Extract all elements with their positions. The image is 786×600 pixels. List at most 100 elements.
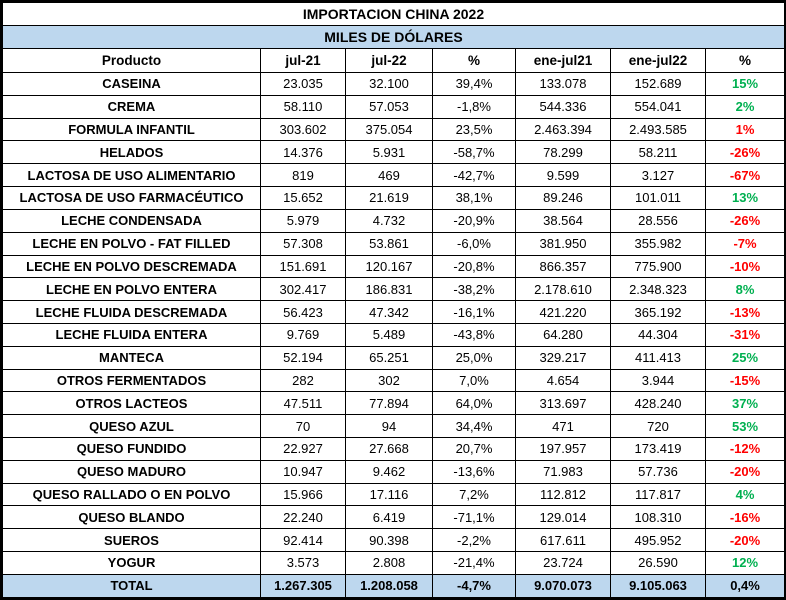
column-header-3: % — [432, 48, 516, 73]
value-cell: 120.167 — [345, 254, 433, 279]
column-header-6: % — [704, 48, 786, 73]
product-cell: FORMULA INFANTIL — [2, 117, 261, 142]
table-row: LECHE EN POLVO ENTERA 302.417 186.831 -38,2… — [2, 277, 786, 302]
ytd-pct-cell: -7% — [704, 231, 786, 256]
value-cell: 129.014 — [515, 505, 611, 530]
table-row: CASEINA 23.035 32.100 39,4% 133.078 152.689 15… — [2, 72, 786, 96]
table-row: QUESO MADURO 10.947 9.462 -13,6% 71.983 57.73… — [2, 459, 786, 484]
month-pct-cell: 20,7% — [432, 437, 516, 461]
value-cell: 1.208.058 — [345, 573, 433, 599]
title-row: IMPORTACION CHINA 2022 — [1, 2, 786, 26]
value-cell: 5.931 — [345, 140, 433, 165]
value-cell: 57.053 — [345, 94, 433, 119]
value-cell: 3.127 — [610, 163, 706, 188]
value-cell: 151.691 — [260, 254, 346, 279]
table-subtitle: MILES DE DÓLARES — [1, 25, 786, 49]
value-cell: 47.342 — [345, 300, 433, 324]
value-cell: 56.423 — [260, 300, 346, 324]
column-header-row: Producto jul-21 jul-22% ene-jul21 ene-jul22% — [2, 48, 786, 73]
product-cell: OTROS FERMENTADOS — [2, 368, 261, 393]
product-cell: LACTOSA DE USO ALIMENTARIO — [2, 163, 261, 188]
ytd-pct-cell: 4% — [704, 482, 786, 507]
ytd-pct-cell: 13% — [704, 186, 786, 210]
month-pct-cell: -42,7% — [432, 163, 516, 188]
value-cell: 819 — [260, 163, 346, 188]
table-title: IMPORTACION CHINA 2022 — [1, 2, 786, 26]
value-cell: 355.982 — [610, 231, 706, 256]
value-cell: 302.417 — [260, 277, 346, 302]
column-header-4: ene-jul21 — [515, 48, 611, 73]
value-cell: 152.689 — [610, 72, 706, 96]
value-cell: 186.831 — [345, 277, 433, 302]
ytd-pct-cell: 1% — [704, 117, 786, 142]
month-pct-cell: -21,4% — [432, 551, 516, 575]
value-cell: 117.817 — [610, 482, 706, 507]
value-cell: 428.240 — [610, 391, 706, 416]
value-cell: 21.619 — [345, 186, 433, 210]
value-cell: 365.192 — [610, 300, 706, 324]
value-cell: 1.267.305 — [260, 573, 346, 599]
value-cell: 47.511 — [260, 391, 346, 416]
product-cell: OTROS LACTEOS — [2, 391, 261, 416]
ytd-pct-cell: -13% — [704, 300, 786, 324]
value-cell: 2.493.585 — [610, 117, 706, 142]
value-cell: 9.599 — [515, 163, 611, 188]
product-cell: QUESO FUNDIDO — [2, 437, 261, 461]
table-row: FORMULA INFANTIL 303.602 375.054 23,5% 2.463… — [2, 117, 786, 142]
month-pct-cell: 25,0% — [432, 345, 516, 370]
value-cell: 94 — [345, 414, 433, 438]
product-cell: LECHE FLUIDA DESCREMADA — [2, 300, 261, 324]
month-pct-cell: -20,8% — [432, 254, 516, 279]
table-row: OTROS LACTEOS 47.511 77.894 64,0% 313.697 428… — [2, 391, 786, 416]
value-cell: 2.348.323 — [610, 277, 706, 302]
table-row: LECHE EN POLVO - FAT FILLED 57.308 53.861 -… — [2, 231, 786, 256]
table-row: LECHE CONDENSADA 5.979 4.732 -20,9% 38.564 28… — [2, 208, 786, 233]
value-cell: 10.947 — [260, 459, 346, 484]
value-cell: 6.419 — [345, 505, 433, 530]
value-cell: 32.100 — [345, 72, 433, 96]
value-cell: 70 — [260, 414, 346, 438]
value-cell: 23.035 — [260, 72, 346, 96]
month-pct-cell: -43,8% — [432, 322, 516, 347]
table-row: QUESO AZUL 70 94 34,4% 471 720 53% — [2, 414, 786, 438]
value-cell: 554.041 — [610, 94, 706, 119]
value-cell: 411.413 — [610, 345, 706, 370]
ytd-pct-cell: -12% — [704, 437, 786, 461]
value-cell: 5.489 — [345, 322, 433, 347]
value-cell: 58.211 — [610, 140, 706, 165]
table-row: LECHE FLUIDA ENTERA 9.769 5.489 -43,8% 64.28… — [2, 322, 786, 347]
value-cell: 38.564 — [515, 208, 611, 233]
value-cell: 471 — [515, 414, 611, 438]
value-cell: 302 — [345, 368, 433, 393]
month-pct-cell: -4,7% — [432, 573, 516, 599]
table-row: QUESO BLANDO 22.240 6.419 -71,1% 129.014 108.… — [2, 505, 786, 530]
value-cell: 381.950 — [515, 231, 611, 256]
value-cell: 57.308 — [260, 231, 346, 256]
value-cell: 53.861 — [345, 231, 433, 256]
value-cell: 22.927 — [260, 437, 346, 461]
value-cell: 44.304 — [610, 322, 706, 347]
product-cell: QUESO RALLADO O EN POLVO — [2, 482, 261, 507]
value-cell: 57.736 — [610, 459, 706, 484]
value-cell: 92.414 — [260, 528, 346, 553]
value-cell: 4.654 — [515, 368, 611, 393]
month-pct-cell: -16,1% — [432, 300, 516, 324]
value-cell: 71.983 — [515, 459, 611, 484]
ytd-pct-cell: 8% — [704, 277, 786, 302]
product-cell: YOGUR — [2, 551, 261, 575]
value-cell: 9.769 — [260, 322, 346, 347]
value-cell: 5.979 — [260, 208, 346, 233]
product-cell: LECHE FLUIDA ENTERA — [2, 322, 261, 347]
product-cell: LECHE EN POLVO - FAT FILLED — [2, 231, 261, 256]
value-cell: 15.966 — [260, 482, 346, 507]
month-pct-cell: -2,2% — [432, 528, 516, 553]
column-header-0: Producto — [2, 48, 261, 73]
month-pct-cell: -1,8% — [432, 94, 516, 119]
month-pct-cell: -13,6% — [432, 459, 516, 484]
total-row: TOTAL 1.267.305 1.208.058 -4,7% 9.070.073 9.1… — [2, 573, 786, 599]
value-cell: 9.070.073 — [515, 573, 611, 599]
value-cell: 27.668 — [345, 437, 433, 461]
value-cell: 866.357 — [515, 254, 611, 279]
product-cell: MANTECA — [2, 345, 261, 370]
table-row: QUESO FUNDIDO 22.927 27.668 20,7% 197.957 173… — [2, 437, 786, 461]
